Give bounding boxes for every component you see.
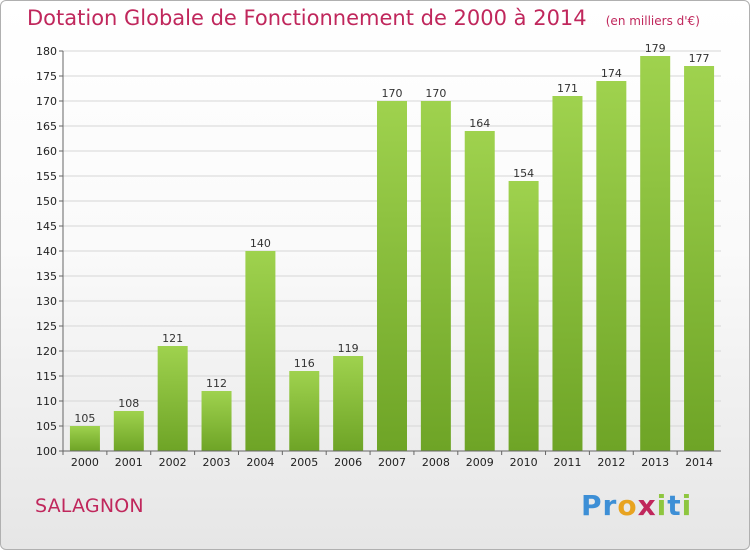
x-tick-label: 2000 bbox=[71, 456, 99, 469]
bars: 105 108 121 112 140 116 119 170 170 164 154 171 174 1… bbox=[69, 42, 715, 451]
bar bbox=[377, 101, 407, 451]
y-tick-label: 105 bbox=[36, 420, 57, 433]
bar bbox=[157, 346, 188, 451]
y-tick-label: 120 bbox=[36, 345, 57, 358]
bar bbox=[684, 66, 715, 451]
x-tick-label: 2007 bbox=[378, 456, 406, 469]
data-label: 112 bbox=[206, 377, 227, 390]
x-tick-label: 2002 bbox=[159, 456, 187, 469]
logo-letter: i bbox=[681, 489, 693, 522]
y-tick-label: 100 bbox=[36, 445, 57, 458]
bar bbox=[596, 81, 627, 451]
data-label: 179 bbox=[645, 42, 666, 55]
x-tick-label: 2004 bbox=[246, 456, 274, 469]
logo-letter: x bbox=[637, 489, 657, 522]
y-tick-label: 165 bbox=[36, 120, 57, 133]
x-tick-label: 2010 bbox=[510, 456, 538, 469]
y-tick-label: 175 bbox=[36, 70, 57, 83]
logo-letter: t bbox=[667, 489, 682, 522]
bar bbox=[69, 426, 100, 451]
data-label: 121 bbox=[162, 332, 183, 345]
data-label: 177 bbox=[689, 52, 710, 65]
logo-letter: P bbox=[581, 489, 603, 522]
x-tick-label: 2005 bbox=[290, 456, 318, 469]
y-tick-label: 140 bbox=[36, 245, 57, 258]
x-tick-label: 2009 bbox=[466, 456, 494, 469]
x-tick-label: 2001 bbox=[115, 456, 143, 469]
chart-unit: (en milliers d'€) bbox=[605, 14, 700, 28]
x-tick-label: 2012 bbox=[597, 456, 625, 469]
data-label: 116 bbox=[294, 357, 315, 370]
x-tick-label: 2008 bbox=[422, 456, 450, 469]
bar bbox=[640, 56, 671, 451]
data-label: 154 bbox=[513, 167, 534, 180]
x-tick-label: 2003 bbox=[203, 456, 231, 469]
bar bbox=[289, 371, 320, 451]
y-tick-label: 110 bbox=[36, 395, 57, 408]
data-label: 108 bbox=[118, 397, 139, 410]
data-label: 171 bbox=[557, 82, 578, 95]
logo-letter: r bbox=[602, 489, 618, 522]
logo-letter: i bbox=[656, 489, 668, 522]
y-tick-label: 150 bbox=[36, 195, 57, 208]
data-label: 164 bbox=[469, 117, 490, 130]
data-label: 170 bbox=[382, 87, 403, 100]
y-tick-label: 170 bbox=[36, 95, 57, 108]
y-tick-label: 115 bbox=[36, 370, 57, 383]
logo-letter: o bbox=[617, 489, 638, 522]
y-tick-label: 180 bbox=[36, 45, 57, 58]
x-tick-label: 2011 bbox=[553, 456, 581, 469]
x-tick-label: 2006 bbox=[334, 456, 362, 469]
x-tick-label: 2014 bbox=[685, 456, 713, 469]
chart-header: Dotation Globale de Fonctionnement de 20… bbox=[27, 6, 700, 30]
data-label: 170 bbox=[425, 87, 446, 100]
bar bbox=[552, 96, 583, 451]
bar bbox=[201, 391, 232, 451]
data-label: 119 bbox=[338, 342, 359, 355]
proxiti-logo: Proxiti bbox=[581, 489, 692, 522]
axes: 100 105 110 115 120 125 130 135 140 145 150 155 160 1… bbox=[36, 45, 721, 469]
y-tick-label: 155 bbox=[36, 170, 57, 183]
bar bbox=[420, 101, 451, 451]
data-label: 140 bbox=[250, 237, 271, 250]
chart-title: Dotation Globale de Fonctionnement de 20… bbox=[27, 6, 587, 30]
data-label: 174 bbox=[601, 67, 622, 80]
y-tick-label: 125 bbox=[36, 320, 57, 333]
bar bbox=[113, 411, 144, 451]
bar bbox=[333, 356, 364, 451]
y-tick-label: 135 bbox=[36, 270, 57, 283]
data-label: 105 bbox=[74, 412, 95, 425]
y-tick-label: 130 bbox=[36, 295, 57, 308]
x-tick-label: 2013 bbox=[641, 456, 669, 469]
bar bbox=[508, 181, 539, 451]
bar bbox=[464, 131, 495, 451]
y-tick-label: 160 bbox=[36, 145, 57, 158]
y-tick-label: 145 bbox=[36, 220, 57, 233]
bar bbox=[245, 251, 276, 451]
commune-name: SALAGNON bbox=[35, 495, 144, 517]
